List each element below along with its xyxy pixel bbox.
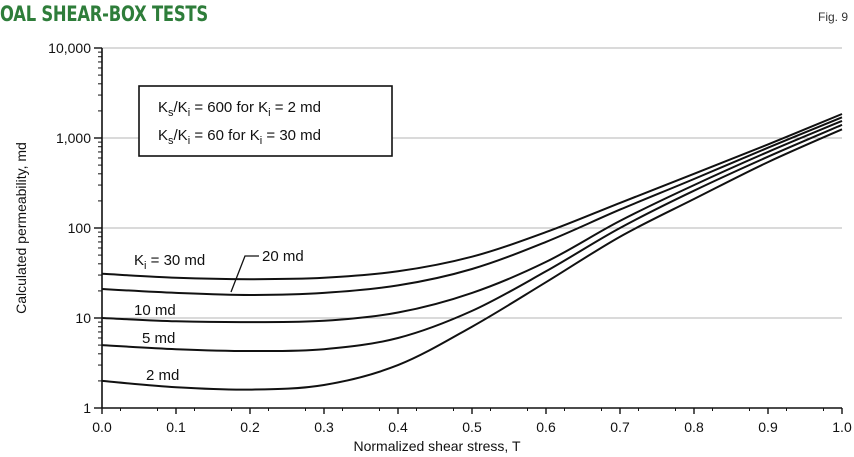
x-tick-label: 0.4: [388, 419, 408, 435]
y-tick-label: 1,000: [56, 130, 91, 146]
x-tick-label: 0.9: [758, 419, 778, 435]
x-tick-label: 1.0: [832, 419, 852, 435]
x-tick-label: 0.8: [684, 419, 704, 435]
legend-line-1: Ks/Ki = 600 for Ki = 2 md: [158, 99, 321, 119]
x-tick-label: 0.1: [166, 419, 186, 435]
x-tick-label: 0.7: [610, 419, 630, 435]
y-tick-label: 1: [83, 400, 91, 416]
legend-line-2: Ks/Ki = 60 for Ki = 30 md: [158, 127, 321, 147]
curve-label-2md: 2 md: [146, 367, 179, 384]
x-tick-label: 0.0: [92, 419, 112, 435]
y-axis-title: Calculated permeability, md: [13, 142, 29, 314]
series-line-30md: [101, 113, 843, 281]
legend-box: Ks/Ki = 600 for Ki = 2 md Ks/Ki = 60 for…: [138, 85, 393, 157]
curve-label-20md: 20 md: [262, 248, 304, 265]
series-line-20md: [101, 116, 843, 297]
page-title: OAL SHEAR-BOX TESTS: [0, 2, 208, 26]
x-axis-title: Normalized shear stress, T: [353, 438, 520, 454]
series-layer: [101, 113, 843, 391]
y-tick-label: 10: [75, 310, 91, 326]
y-tick-label: 100: [68, 220, 92, 236]
curve-label-30md: Ki = 30 md: [134, 252, 205, 272]
figure-label: Fig. 9: [817, 10, 848, 24]
x-tick-label: 0.3: [314, 419, 334, 435]
curve-label-5md: 5 md: [142, 330, 175, 347]
x-tick-label: 0.6: [536, 419, 556, 435]
series-line-5md: [101, 123, 843, 353]
x-tick-label: 0.5: [462, 419, 482, 435]
axes-layer: 1 10 100 1,000 10,000 0.0 0.1 0.2 0.3 0.4 0.5 0.6 0.…: [13, 40, 852, 454]
series-line-10md: [101, 119, 843, 324]
curve-label-10md: 10 md: [134, 302, 176, 319]
series-line-2md: [101, 128, 843, 391]
curve-label-20md-leader: [230, 255, 259, 293]
y-tick-label: 10,000: [48, 40, 91, 56]
x-tick-label: 0.2: [240, 419, 260, 435]
